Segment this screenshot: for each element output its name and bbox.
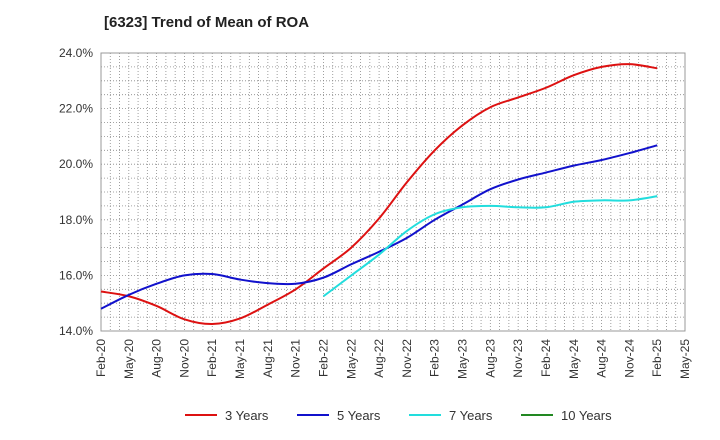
x-tick-label: May-22 — [344, 339, 358, 379]
y-tick-label: 22.0% — [59, 102, 93, 116]
x-tick-label: Aug-20 — [150, 339, 164, 378]
x-axis-ticks: Feb-20 May-20 Aug-20 Nov-20 Feb-21 May-21 Aug-… — [94, 339, 692, 379]
x-tick-label: May-25 — [678, 339, 692, 379]
legend-label-3-years: 3 Years — [225, 408, 269, 423]
x-tick-label: Feb-20 — [94, 339, 108, 377]
x-tick-label: Nov-22 — [400, 339, 414, 378]
x-tick-label: Aug-21 — [261, 339, 275, 378]
series-layer — [100, 63, 658, 326]
y-tick-label: 14.0% — [59, 324, 93, 338]
legend-label-5-years: 5 Years — [337, 408, 381, 423]
x-tick-label: Nov-23 — [511, 339, 525, 378]
x-tick-label: Feb-25 — [650, 339, 664, 377]
x-tick-label: Nov-24 — [622, 339, 636, 378]
x-tick-label: Feb-24 — [539, 339, 553, 377]
chart-title: [6323] Trend of Mean of ROA — [104, 14, 310, 31]
series-line-5-years — [100, 144, 658, 310]
legend-label-7-years: 7 Years — [449, 408, 493, 423]
x-tick-label: May-20 — [122, 339, 136, 379]
plot-area — [100, 52, 686, 332]
y-tick-label: 24.0% — [59, 46, 93, 60]
y-tick-label: 16.0% — [59, 268, 93, 282]
x-tick-label: Feb-21 — [205, 339, 219, 377]
x-tick-label: Aug-22 — [372, 339, 386, 378]
grid-layer — [101, 53, 685, 331]
x-tick-label: Nov-20 — [177, 339, 191, 378]
y-tick-label: 20.0% — [59, 157, 93, 171]
x-tick-label: Aug-24 — [595, 339, 609, 378]
legend-label-10-years: 10 Years — [561, 408, 612, 423]
x-tick-label: Feb-22 — [316, 339, 330, 377]
x-tick-label: May-21 — [233, 339, 247, 379]
y-tick-label: 18.0% — [59, 213, 93, 227]
y-axis-ticks: 14.0% 16.0% 18.0% 20.0% 22.0% 24.0% — [59, 46, 93, 338]
x-tick-label: Feb-23 — [428, 339, 442, 377]
x-tick-label: May-23 — [456, 339, 470, 379]
legend: 3 Years 5 Years 7 Years 10 Years — [185, 408, 612, 423]
x-tick-label: Aug-23 — [483, 339, 497, 378]
x-tick-label: Nov-21 — [289, 339, 303, 378]
series-line-3-years — [100, 63, 658, 326]
series-line-7-years — [322, 195, 658, 298]
x-tick-label: May-24 — [567, 339, 581, 379]
